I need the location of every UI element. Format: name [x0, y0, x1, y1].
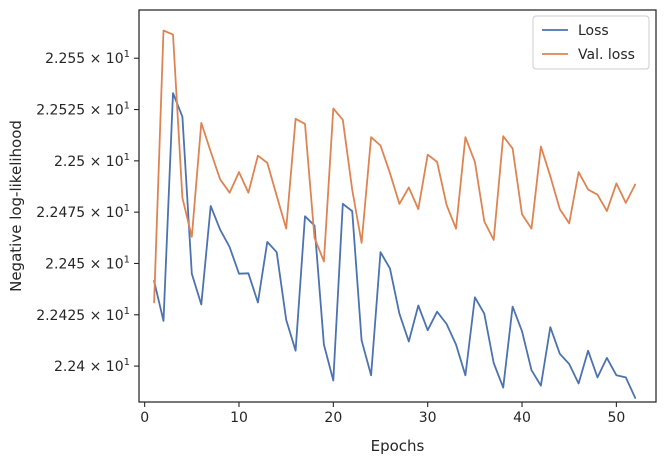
series-layer [153, 29, 637, 399]
series-line-loss [153, 92, 637, 399]
legend: Loss Val. loss [532, 15, 650, 70]
x-tick-label: 20 [324, 410, 342, 426]
legend-entry-label: Loss [578, 23, 609, 39]
y-tick-label: 2.2525 × 101 [36, 101, 130, 119]
x-tick-label: 50 [607, 410, 625, 426]
legend-entry-label: Val. loss [578, 47, 635, 63]
x-tick-label: 30 [419, 410, 437, 426]
y-axis: 2.24 × 101 2.2425 × 101 2.245 × 101 2.2475 … [36, 49, 139, 375]
y-tick-label: 2.245 × 101 [45, 254, 130, 272]
x-axis-label: Epochs [371, 437, 425, 455]
y-tick-label: 2.24 × 101 [54, 357, 130, 375]
y-axis-label: Negative log-likelihood [7, 120, 25, 292]
plot-frame [138, 9, 657, 403]
y-tick-label: 2.25 × 101 [54, 152, 130, 170]
y-tick-label: 2.255 × 101 [45, 49, 130, 67]
y-tick-label: 2.2475 × 101 [36, 203, 130, 221]
series-line-val-loss [153, 29, 637, 304]
x-axis: 0 10 20 30 40 50 [140, 402, 625, 426]
x-tick-label: 40 [513, 410, 531, 426]
y-tick-label: 2.2425 × 101 [36, 306, 130, 324]
x-tick-label: 10 [230, 410, 248, 426]
x-tick-label: 0 [140, 410, 149, 426]
